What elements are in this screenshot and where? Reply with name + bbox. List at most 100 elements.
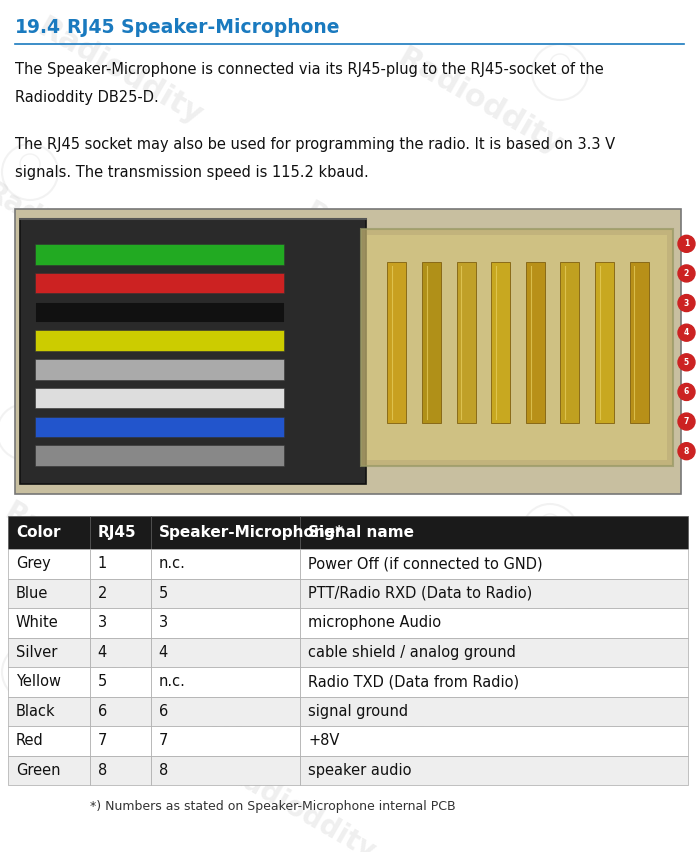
Text: Color: Color: [16, 525, 61, 540]
Text: Radioddity: Radioddity: [363, 373, 537, 491]
Text: 3: 3: [97, 615, 106, 630]
Bar: [8, 726, 90, 756]
Text: 5: 5: [159, 586, 168, 601]
Bar: [151, 579, 301, 608]
Text: 4: 4: [159, 645, 168, 659]
Bar: [35, 417, 285, 437]
Bar: [20, 219, 366, 484]
Text: Grey: Grey: [16, 556, 51, 571]
Text: Speaker-Microphone*: Speaker-Microphone*: [159, 525, 344, 540]
Bar: [8, 637, 90, 667]
Text: Signal name: Signal name: [308, 525, 414, 540]
Text: The Speaker-Microphone is connected via its RJ45-plug to the RJ45-socket of the: The Speaker-Microphone is connected via …: [15, 62, 603, 77]
Bar: [387, 262, 406, 423]
Circle shape: [678, 383, 695, 400]
Bar: [90, 549, 151, 579]
Text: 5: 5: [97, 674, 107, 689]
Text: 4: 4: [97, 645, 107, 659]
Text: 2: 2: [97, 586, 107, 601]
Circle shape: [678, 354, 695, 371]
Text: Radio TXD (Data from Radio): Radio TXD (Data from Radio): [308, 674, 519, 689]
Circle shape: [678, 443, 695, 460]
Text: 6: 6: [159, 704, 168, 719]
Bar: [90, 608, 151, 637]
Text: Yellow: Yellow: [16, 674, 61, 689]
Bar: [301, 667, 688, 696]
Bar: [595, 262, 614, 423]
Bar: [8, 579, 90, 608]
Bar: [151, 726, 301, 756]
Text: *) Numbers as stated on Speaker-Microphone internal PCB: *) Numbers as stated on Speaker-Micropho…: [90, 800, 455, 813]
Text: Radioddity: Radioddity: [93, 643, 268, 761]
Text: Power Off (if connected to GND): Power Off (if connected to GND): [308, 556, 543, 571]
Text: 7: 7: [159, 734, 168, 748]
Bar: [367, 235, 667, 460]
Text: Radioddity: Radioddity: [500, 247, 661, 356]
Text: 5: 5: [684, 358, 689, 367]
Bar: [525, 262, 545, 423]
Bar: [90, 667, 151, 696]
Text: RJ45: RJ45: [97, 525, 136, 540]
Bar: [301, 756, 688, 785]
Bar: [8, 516, 90, 549]
Text: microphone Audio: microphone Audio: [308, 615, 441, 630]
Bar: [15, 209, 681, 494]
Text: 6: 6: [97, 704, 107, 719]
Bar: [8, 549, 90, 579]
Bar: [35, 273, 285, 293]
Bar: [151, 516, 301, 549]
Text: Silver: Silver: [16, 645, 57, 659]
Bar: [35, 388, 285, 408]
Text: 19.4: 19.4: [15, 18, 61, 37]
Bar: [301, 549, 688, 579]
Bar: [630, 262, 649, 423]
Circle shape: [678, 413, 695, 430]
Bar: [151, 667, 301, 696]
Text: signal ground: signal ground: [308, 704, 409, 719]
Text: Radioddity DB25-D.: Radioddity DB25-D.: [15, 90, 159, 105]
Text: Black: Black: [16, 704, 56, 719]
Text: RJ45 Speaker-Microphone: RJ45 Speaker-Microphone: [67, 18, 340, 37]
Bar: [35, 302, 285, 322]
Bar: [8, 667, 90, 696]
Bar: [90, 696, 151, 726]
Bar: [35, 331, 285, 351]
Text: 1: 1: [97, 556, 107, 571]
Text: Radioddity: Radioddity: [63, 343, 237, 461]
Text: 2: 2: [684, 269, 689, 278]
Text: Radioddity: Radioddity: [33, 13, 207, 131]
Text: 6: 6: [684, 388, 689, 396]
Bar: [35, 244, 285, 265]
Bar: [422, 262, 441, 423]
Text: signals. The transmission speed is 115.2 kbaud.: signals. The transmission speed is 115.2…: [15, 165, 369, 180]
Bar: [8, 608, 90, 637]
Text: 3: 3: [159, 615, 168, 630]
Text: 8: 8: [159, 763, 168, 778]
Text: Blue: Blue: [16, 586, 49, 601]
Bar: [90, 756, 151, 785]
Text: speaker audio: speaker audio: [308, 763, 412, 778]
Text: Radioddity: Radioddity: [333, 673, 507, 791]
Bar: [151, 756, 301, 785]
Bar: [560, 262, 580, 423]
Bar: [301, 579, 688, 608]
Text: Radioddity: Radioddity: [470, 548, 631, 657]
Bar: [457, 262, 475, 423]
Circle shape: [678, 265, 695, 282]
Text: 8: 8: [683, 446, 689, 456]
Bar: [151, 637, 301, 667]
Bar: [301, 637, 688, 667]
Text: 1: 1: [684, 239, 689, 248]
Text: Radioddity: Radioddity: [299, 198, 460, 307]
Bar: [301, 516, 688, 549]
Text: White: White: [16, 615, 58, 630]
Text: Radioddity: Radioddity: [0, 498, 160, 607]
Text: 3: 3: [684, 298, 689, 308]
Bar: [151, 696, 301, 726]
Text: PTT/Radio RXD (Data to Radio): PTT/Radio RXD (Data to Radio): [308, 586, 532, 601]
Text: Radioddity: Radioddity: [0, 177, 141, 286]
Text: n.c.: n.c.: [159, 674, 186, 689]
Text: n.c.: n.c.: [159, 556, 186, 571]
Bar: [90, 726, 151, 756]
Bar: [35, 359, 285, 380]
